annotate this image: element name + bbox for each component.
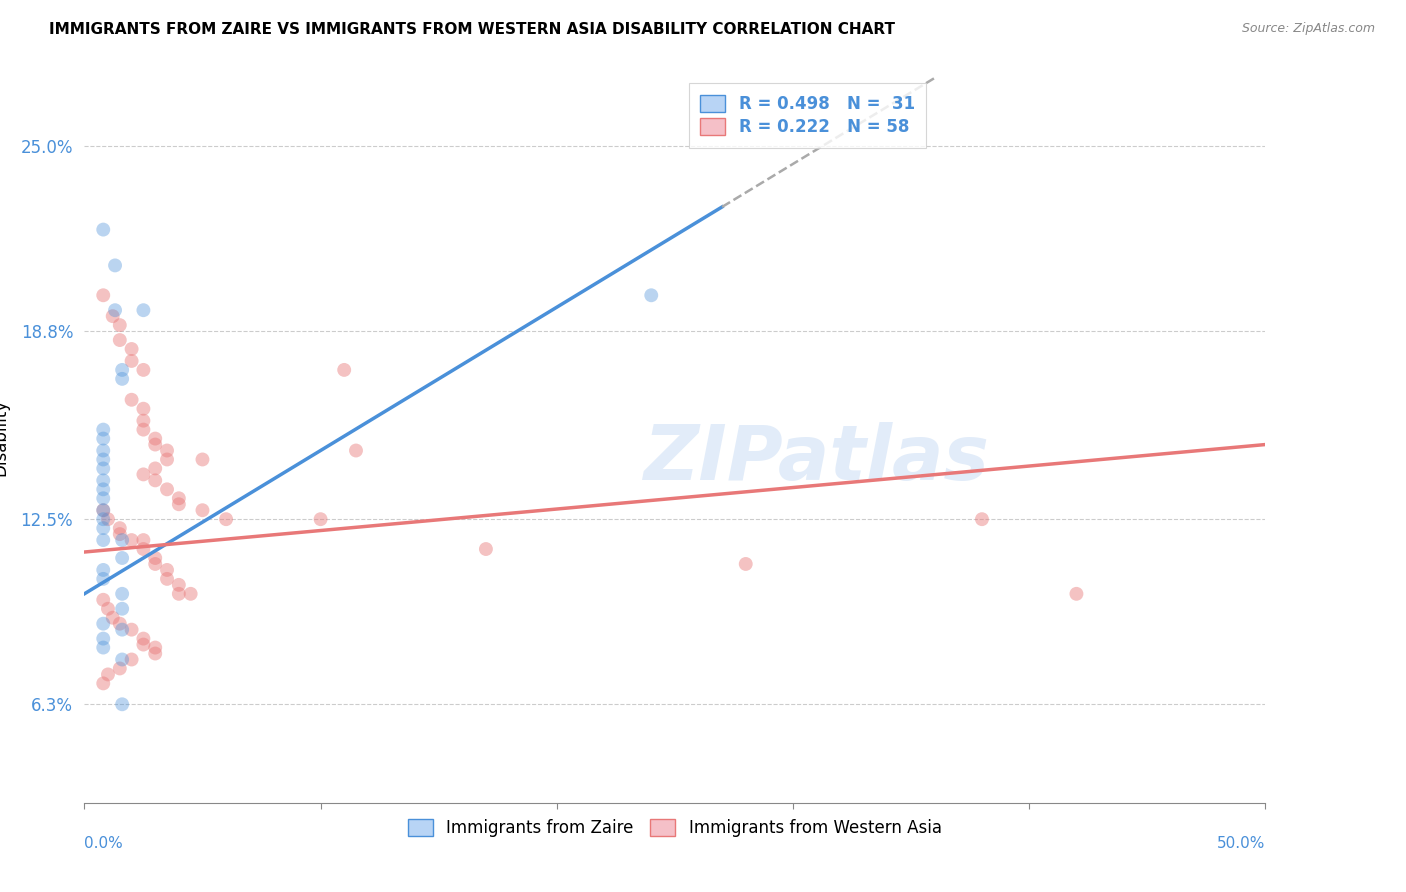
Point xyxy=(91,443,114,458)
Point xyxy=(111,587,134,601)
Point xyxy=(215,512,238,526)
Point xyxy=(309,512,332,526)
Point xyxy=(91,572,114,586)
Point xyxy=(91,676,114,690)
Text: ZIPatlas: ZIPatlas xyxy=(644,422,990,496)
Point xyxy=(167,497,190,511)
Point xyxy=(101,610,124,624)
Point xyxy=(91,503,114,517)
Point xyxy=(108,521,131,535)
Point xyxy=(156,572,179,586)
Point xyxy=(97,512,120,526)
Point xyxy=(143,557,166,571)
Point xyxy=(108,318,131,332)
Point xyxy=(101,309,124,323)
Point xyxy=(91,616,114,631)
Point xyxy=(97,601,120,615)
Point xyxy=(91,491,114,506)
Point xyxy=(132,414,155,428)
Point xyxy=(121,342,143,356)
Point xyxy=(121,392,143,407)
Text: Source: ZipAtlas.com: Source: ZipAtlas.com xyxy=(1241,22,1375,36)
Y-axis label: Disability: Disability xyxy=(0,399,10,475)
Point xyxy=(91,452,114,467)
Point xyxy=(91,592,114,607)
Point xyxy=(121,533,143,547)
Point xyxy=(191,452,214,467)
Point xyxy=(111,551,134,566)
Point xyxy=(167,587,190,601)
Point xyxy=(156,563,179,577)
Point xyxy=(156,483,179,497)
Point xyxy=(121,623,143,637)
Legend: R = 0.498   N =  31, R = 0.222   N = 58: R = 0.498 N = 31, R = 0.222 N = 58 xyxy=(689,83,927,148)
Point xyxy=(91,563,114,577)
Point xyxy=(640,288,662,302)
Point xyxy=(91,632,114,646)
Point xyxy=(132,638,155,652)
Point xyxy=(143,432,166,446)
Point xyxy=(143,640,166,655)
Point xyxy=(111,698,134,712)
Point xyxy=(91,432,114,446)
Point xyxy=(734,557,756,571)
Point xyxy=(91,461,114,475)
Point xyxy=(108,527,131,541)
Point xyxy=(91,521,114,535)
Point xyxy=(91,512,114,526)
Point xyxy=(333,363,356,377)
Text: 50.0%: 50.0% xyxy=(1218,836,1265,851)
Point xyxy=(475,542,498,557)
Point xyxy=(132,423,155,437)
Point xyxy=(143,437,166,451)
Point xyxy=(167,578,190,592)
Point xyxy=(91,288,114,302)
Point xyxy=(132,542,155,557)
Point xyxy=(132,363,155,377)
Point xyxy=(143,474,166,488)
Point xyxy=(191,503,214,517)
Point xyxy=(970,512,993,526)
Point xyxy=(91,474,114,488)
Point xyxy=(97,667,120,681)
Point xyxy=(132,467,155,482)
Point xyxy=(111,363,134,377)
Point xyxy=(91,503,114,517)
Point xyxy=(108,333,131,347)
Point xyxy=(167,491,190,506)
Point xyxy=(180,587,202,601)
Point xyxy=(111,601,134,615)
Point xyxy=(132,303,155,318)
Point xyxy=(1066,587,1088,601)
Point xyxy=(132,533,155,547)
Point xyxy=(121,652,143,666)
Point xyxy=(104,303,127,318)
Point xyxy=(108,661,131,675)
Point xyxy=(91,640,114,655)
Point xyxy=(132,401,155,416)
Point xyxy=(111,372,134,386)
Point xyxy=(156,443,179,458)
Point xyxy=(344,443,367,458)
Text: 0.0%: 0.0% xyxy=(84,836,124,851)
Point xyxy=(111,652,134,666)
Point xyxy=(104,259,127,273)
Point xyxy=(121,354,143,368)
Point xyxy=(91,533,114,547)
Point xyxy=(111,533,134,547)
Point xyxy=(91,222,114,236)
Point xyxy=(108,616,131,631)
Point xyxy=(91,483,114,497)
Point xyxy=(143,647,166,661)
Point xyxy=(132,632,155,646)
Point xyxy=(143,551,166,566)
Point xyxy=(91,423,114,437)
Point xyxy=(156,452,179,467)
Text: IMMIGRANTS FROM ZAIRE VS IMMIGRANTS FROM WESTERN ASIA DISABILITY CORRELATION CHA: IMMIGRANTS FROM ZAIRE VS IMMIGRANTS FROM… xyxy=(49,22,896,37)
Point xyxy=(111,623,134,637)
Point xyxy=(143,461,166,475)
